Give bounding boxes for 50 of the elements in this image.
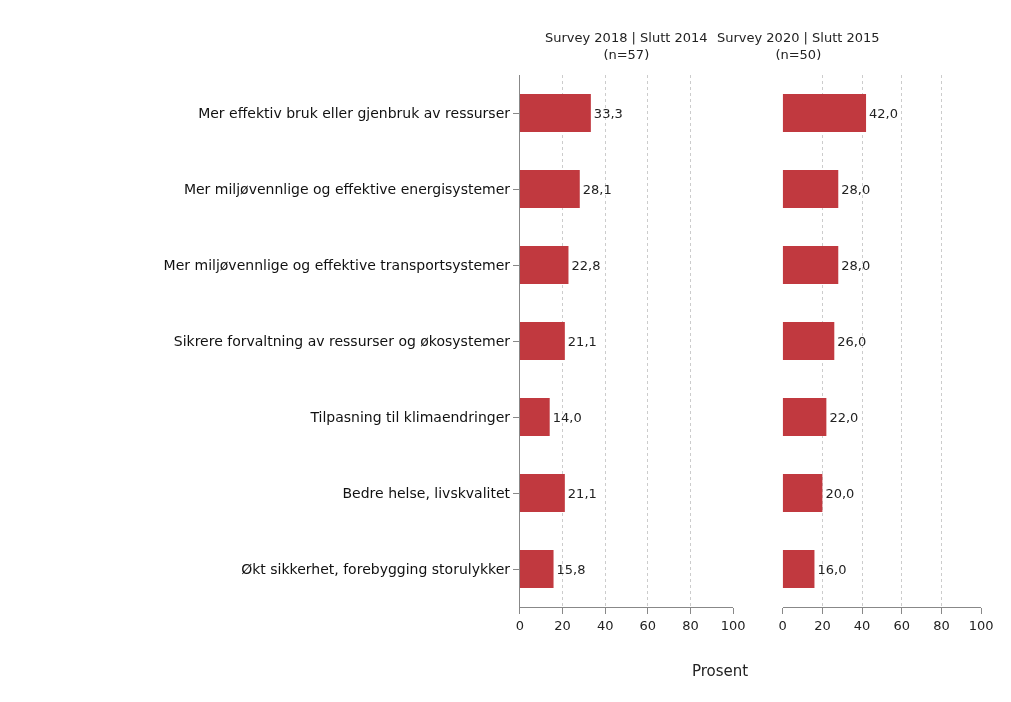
y-tick-label: Mer miljøvennlige og effektive energisystemer <box>183 180 511 197</box>
data-label: 21,1 <box>567 333 597 349</box>
data-label: 28,0 <box>841 257 871 273</box>
bar <box>782 474 823 512</box>
y-tick-label: Mer effektiv bruk eller gjenbruk av ressurser <box>198 104 511 121</box>
bar <box>519 170 580 208</box>
bar <box>519 322 565 360</box>
y-tick-label: Tilpasning til klimaendringer <box>309 408 511 425</box>
bar <box>519 474 565 512</box>
bar <box>782 246 839 284</box>
y-tick-label: Sikrere forvaltning av ressurser og økosystemer <box>173 332 511 349</box>
x-axis-title: Prosent <box>692 662 749 680</box>
x-tick-label: 60 <box>893 617 911 633</box>
bar <box>782 550 815 588</box>
x-tick-label: 20 <box>814 617 831 633</box>
data-label: 42,0 <box>869 105 898 121</box>
chart-title: Survey 2018 | Slutt 2014 (n=57) <box>545 30 708 62</box>
x-tick-label: 80 <box>933 617 950 633</box>
bar <box>782 322 835 360</box>
data-label: 22,8 <box>571 257 601 273</box>
bar <box>782 170 839 208</box>
data-label: 33,3 <box>593 105 623 121</box>
x-tick-label: 60 <box>639 617 657 633</box>
data-label: 15,8 <box>556 561 586 577</box>
data-label: 21,1 <box>567 485 597 501</box>
data-label: 22,0 <box>829 409 859 425</box>
y-tick-label: Økt sikkerhet, forebygging storulykker <box>241 560 511 577</box>
x-tick-label: 20 <box>554 617 571 633</box>
bar <box>782 398 827 436</box>
data-label: 28,0 <box>841 181 871 197</box>
x-tick-label: 0 <box>515 617 524 633</box>
data-label: 28,1 <box>582 181 612 197</box>
bar <box>519 246 569 284</box>
data-label: 14,0 <box>552 409 582 425</box>
chart-title: Survey 2020 | Slutt 2015 (n=50) <box>717 30 880 62</box>
x-tick-label: 100 <box>968 617 994 633</box>
bar <box>519 94 591 132</box>
x-tick-label: 40 <box>853 617 871 633</box>
y-tick-label: Mer miljøvennlige og effektive transportsystemer <box>163 256 511 273</box>
bar <box>519 398 550 436</box>
data-label: 16,0 <box>817 561 847 577</box>
x-tick-label: 100 <box>720 617 746 633</box>
bar <box>519 550 554 588</box>
x-tick-label: 80 <box>682 617 699 633</box>
x-tick-label: 40 <box>596 617 614 633</box>
data-label: 26,0 <box>837 333 867 349</box>
y-tick-label: Bedre helse, livskvalitet <box>342 484 511 501</box>
data-label: 20,0 <box>825 485 855 501</box>
bar <box>782 94 867 132</box>
x-tick-label: 0 <box>778 617 787 633</box>
